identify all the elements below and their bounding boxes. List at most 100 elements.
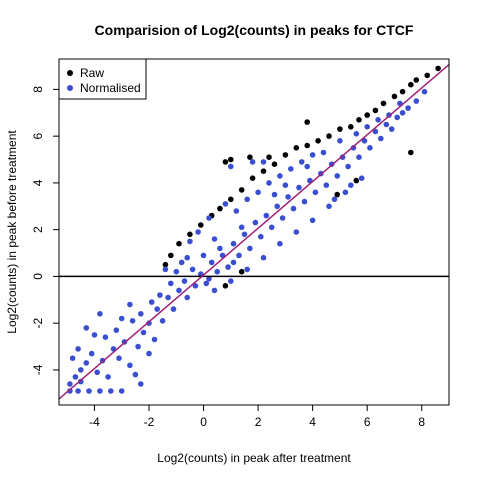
point-normalised-111 (309, 217, 316, 224)
y-tick-label--2: -2 (31, 318, 45, 329)
legend: Raw Normalised (58, 58, 147, 100)
point-normalised-125 (304, 163, 311, 170)
point-normalised-60 (263, 212, 270, 219)
x-axis: -4 -2 0 2 4 6 8 (89, 405, 425, 429)
point-normalised-21 (127, 362, 133, 369)
point-normalised-78 (361, 138, 368, 144)
point-normalised-15 (105, 374, 111, 380)
plot-frame (58, 58, 450, 406)
point-raw-36 (334, 191, 341, 198)
point-normalised-59 (258, 233, 264, 240)
point-normalised-122 (238, 224, 245, 231)
lines-layer (58, 64, 450, 400)
point-normalised-19 (113, 327, 120, 334)
series-normalised (67, 88, 428, 394)
point-normalised-5 (118, 388, 125, 394)
y-tick-label-6: 6 (31, 132, 45, 139)
fit-line (58, 64, 450, 400)
point-normalised-4 (108, 388, 114, 394)
point-normalised-126 (320, 149, 327, 156)
point-raw-35 (353, 177, 360, 184)
point-normalised-116 (331, 196, 338, 203)
point-normalised-2 (86, 388, 92, 394)
points-layer (67, 65, 441, 394)
point-normalised-129 (364, 124, 371, 130)
x-tick-label-4: 4 (309, 415, 316, 429)
y-tick-label-2: 2 (31, 226, 45, 233)
point-normalised-7 (72, 374, 79, 380)
point-normalised-98 (277, 173, 283, 179)
point-normalised-43 (176, 287, 182, 294)
point-normalised-96 (255, 189, 261, 196)
point-raw-2 (413, 77, 420, 83)
point-normalised-112 (326, 203, 332, 210)
point-normalised-63 (279, 215, 286, 221)
point-normalised-27 (146, 320, 152, 327)
point-normalised-76 (350, 145, 357, 151)
point-normalised-24 (140, 329, 147, 336)
point-normalised-36 (127, 301, 133, 308)
point-raw-31 (266, 154, 272, 160)
x-tick-label--2: -2 (144, 415, 155, 429)
point-raw-38 (238, 268, 245, 275)
point-normalised-13 (94, 369, 100, 376)
point-normalised-53 (225, 264, 231, 270)
point-normalised-56 (241, 231, 248, 238)
point-raw-17 (271, 161, 278, 167)
point-normalised-69 (312, 189, 319, 196)
point-normalised-77 (356, 154, 362, 160)
point-normalised-99 (288, 166, 294, 172)
point-normalised-114 (358, 175, 365, 181)
point-raw-29 (222, 159, 229, 165)
point-normalised-100 (298, 159, 305, 165)
point-normalised-17 (102, 334, 109, 341)
point-normalised-123 (271, 191, 278, 198)
point-normalised-0 (67, 388, 73, 394)
point-normalised-38 (116, 355, 122, 362)
point-normalised-105 (211, 287, 218, 294)
point-normalised-37 (78, 378, 84, 385)
point-normalised-6 (67, 381, 73, 387)
point-raw-30 (247, 154, 253, 160)
point-normalised-106 (228, 278, 234, 284)
point-normalised-102 (228, 163, 234, 170)
point-normalised-22 (132, 371, 139, 378)
point-normalised-83 (388, 126, 395, 132)
point-normalised-113 (342, 189, 349, 196)
point-normalised-91 (206, 215, 212, 221)
point-normalised-12 (88, 350, 95, 357)
point-raw-3 (408, 81, 414, 88)
point-raw-20 (238, 187, 245, 193)
point-normalised-110 (293, 229, 300, 235)
point-normalised-93 (222, 201, 229, 207)
x-axis-label: Log2(counts) in peak after treatment (157, 451, 351, 465)
point-raw-34 (408, 149, 414, 156)
point-normalised-101 (309, 152, 316, 158)
x-tick-label-2: 2 (255, 415, 262, 429)
point-normalised-84 (394, 114, 401, 121)
point-normalised-26 (138, 311, 144, 317)
point-normalised-35 (83, 325, 90, 331)
point-normalised-55 (236, 252, 242, 259)
point-normalised-65 (290, 205, 297, 212)
point-raw-10 (348, 124, 354, 130)
point-normalised-87 (413, 98, 420, 104)
point-normalised-50 (208, 259, 215, 266)
point-raw-1 (424, 72, 431, 79)
point-normalised-97 (266, 180, 272, 186)
y-tick-label-8: 8 (31, 86, 45, 93)
point-normalised-127 (337, 138, 343, 144)
point-normalised-124 (282, 182, 289, 188)
point-normalised-33 (118, 315, 125, 322)
point-normalised-119 (168, 280, 174, 287)
point-normalised-54 (230, 240, 237, 247)
point-normalised-51 (214, 268, 220, 275)
legend-box (58, 58, 147, 100)
point-normalised-135 (206, 276, 212, 282)
point-normalised-9 (69, 355, 76, 362)
point-normalised-79 (367, 145, 373, 151)
point-normalised-89 (187, 238, 193, 245)
point-normalised-71 (323, 182, 330, 188)
point-normalised-58 (252, 219, 259, 226)
